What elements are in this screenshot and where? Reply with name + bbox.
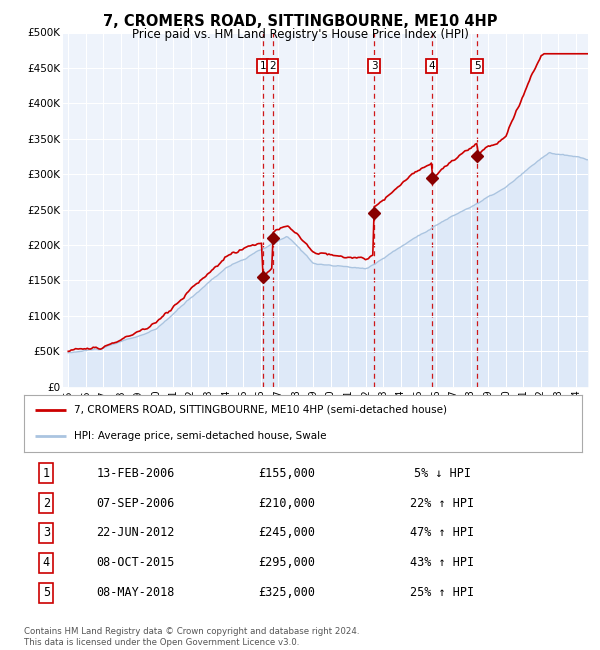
Text: 47% ↑ HPI: 47% ↑ HPI — [410, 526, 475, 539]
Text: 1: 1 — [43, 467, 50, 480]
Text: 4: 4 — [43, 556, 50, 569]
Text: 25% ↑ HPI: 25% ↑ HPI — [410, 586, 475, 599]
Text: 22% ↑ HPI: 22% ↑ HPI — [410, 497, 475, 510]
Text: 3: 3 — [43, 526, 50, 539]
Text: Contains HM Land Registry data © Crown copyright and database right 2024.
This d: Contains HM Land Registry data © Crown c… — [24, 627, 359, 647]
Text: 7, CROMERS ROAD, SITTINGBOURNE, ME10 4HP (semi-detached house): 7, CROMERS ROAD, SITTINGBOURNE, ME10 4HP… — [74, 405, 447, 415]
Text: £295,000: £295,000 — [258, 556, 315, 569]
Text: 13-FEB-2006: 13-FEB-2006 — [97, 467, 175, 480]
Text: 07-SEP-2006: 07-SEP-2006 — [97, 497, 175, 510]
Text: 43% ↑ HPI: 43% ↑ HPI — [410, 556, 475, 569]
Text: HPI: Average price, semi-detached house, Swale: HPI: Average price, semi-detached house,… — [74, 432, 327, 441]
Text: £155,000: £155,000 — [258, 467, 315, 480]
Text: 1: 1 — [260, 61, 266, 71]
Text: 08-MAY-2018: 08-MAY-2018 — [97, 586, 175, 599]
Text: £325,000: £325,000 — [258, 586, 315, 599]
Text: £210,000: £210,000 — [258, 497, 315, 510]
Text: £245,000: £245,000 — [258, 526, 315, 539]
Text: 2: 2 — [43, 497, 50, 510]
Text: 4: 4 — [428, 61, 435, 71]
Text: 3: 3 — [371, 61, 377, 71]
Text: 5: 5 — [43, 586, 50, 599]
Text: 5% ↓ HPI: 5% ↓ HPI — [414, 467, 471, 480]
Text: 7, CROMERS ROAD, SITTINGBOURNE, ME10 4HP: 7, CROMERS ROAD, SITTINGBOURNE, ME10 4HP — [103, 14, 497, 29]
Text: 5: 5 — [474, 61, 481, 71]
Text: 08-OCT-2015: 08-OCT-2015 — [97, 556, 175, 569]
Text: Price paid vs. HM Land Registry's House Price Index (HPI): Price paid vs. HM Land Registry's House … — [131, 28, 469, 41]
Text: 22-JUN-2012: 22-JUN-2012 — [97, 526, 175, 539]
Text: 2: 2 — [269, 61, 276, 71]
